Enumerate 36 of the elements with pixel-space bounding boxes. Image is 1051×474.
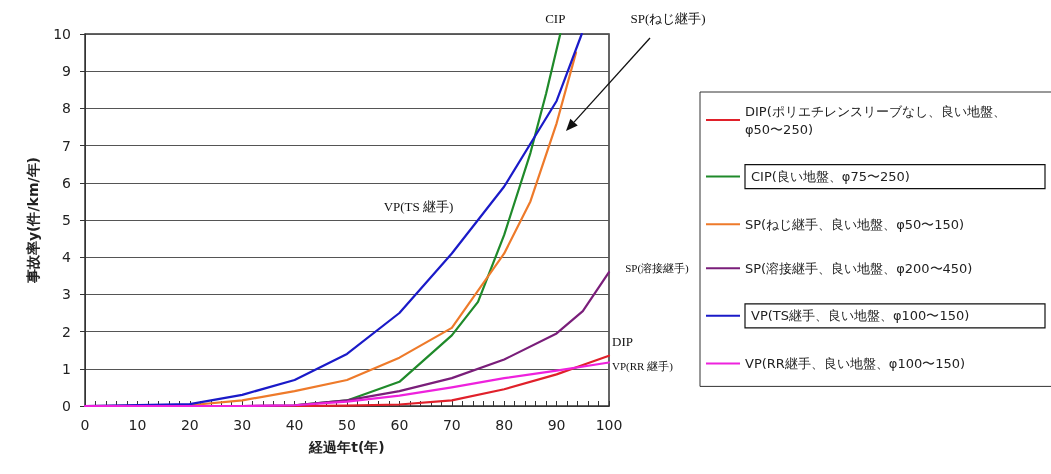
annotation: VP(TS 継手) bbox=[383, 199, 454, 215]
x-tick-label: 100 bbox=[595, 417, 623, 433]
legend-label: CIP(良い地盤、φ75〜250) bbox=[751, 169, 910, 185]
x-tick-label: 80 bbox=[495, 417, 514, 433]
y-tick-label: 3 bbox=[62, 286, 71, 303]
y-axis-title: 事故率y(件/km/年) bbox=[25, 156, 41, 285]
y-tick-label: 9 bbox=[62, 63, 71, 80]
legend-label: SP(溶接継手、良い地盤、φ200〜450) bbox=[745, 260, 973, 276]
annotation: VP(RR 継手) bbox=[612, 360, 674, 374]
x-tick-label: 20 bbox=[180, 417, 199, 433]
y-tick-label: 5 bbox=[62, 212, 71, 228]
y-tick-label: 7 bbox=[62, 137, 71, 154]
y-tick-label: 6 bbox=[62, 174, 72, 191]
x-tick-label: 30 bbox=[233, 417, 252, 433]
y-tick-label: 1 bbox=[62, 360, 71, 377]
y-tick-label: 8 bbox=[62, 100, 71, 117]
annotation: SP(溶接継手) bbox=[625, 262, 690, 276]
y-tick-label: 10 bbox=[53, 26, 71, 42]
text: SP(ねじ継手) bbox=[630, 10, 706, 26]
legend-label: VP(RR継手、良い地盤、φ100〜150) bbox=[745, 355, 966, 371]
y-tick-label: 0 bbox=[62, 398, 71, 414]
x-tick-label: 0 bbox=[80, 417, 90, 433]
y-tick-label: 2 bbox=[62, 323, 71, 340]
x-tick-label: 60 bbox=[390, 417, 409, 433]
x-tick-label: 40 bbox=[285, 417, 304, 433]
x-tick-label: 10 bbox=[128, 417, 147, 433]
annotation: DIP bbox=[612, 334, 633, 350]
legend-label: SP(ねじ継手、良い地盤、φ50〜150) bbox=[745, 216, 965, 232]
x-tick-label: 90 bbox=[547, 417, 566, 433]
x-axis-title: 経過年t(年) bbox=[308, 439, 385, 455]
x-tick-label: 50 bbox=[338, 417, 356, 433]
legend-label: VP(TS継手、良い地盤、φ100〜150) bbox=[751, 308, 970, 324]
annotation: CIP bbox=[545, 10, 566, 26]
y-tick-label: 4 bbox=[62, 249, 72, 266]
x-tick-label: 70 bbox=[442, 417, 461, 433]
legend-label: DIP(ポリエチレンスリーブなし、良い地盤、φ50〜250) bbox=[745, 103, 1006, 137]
